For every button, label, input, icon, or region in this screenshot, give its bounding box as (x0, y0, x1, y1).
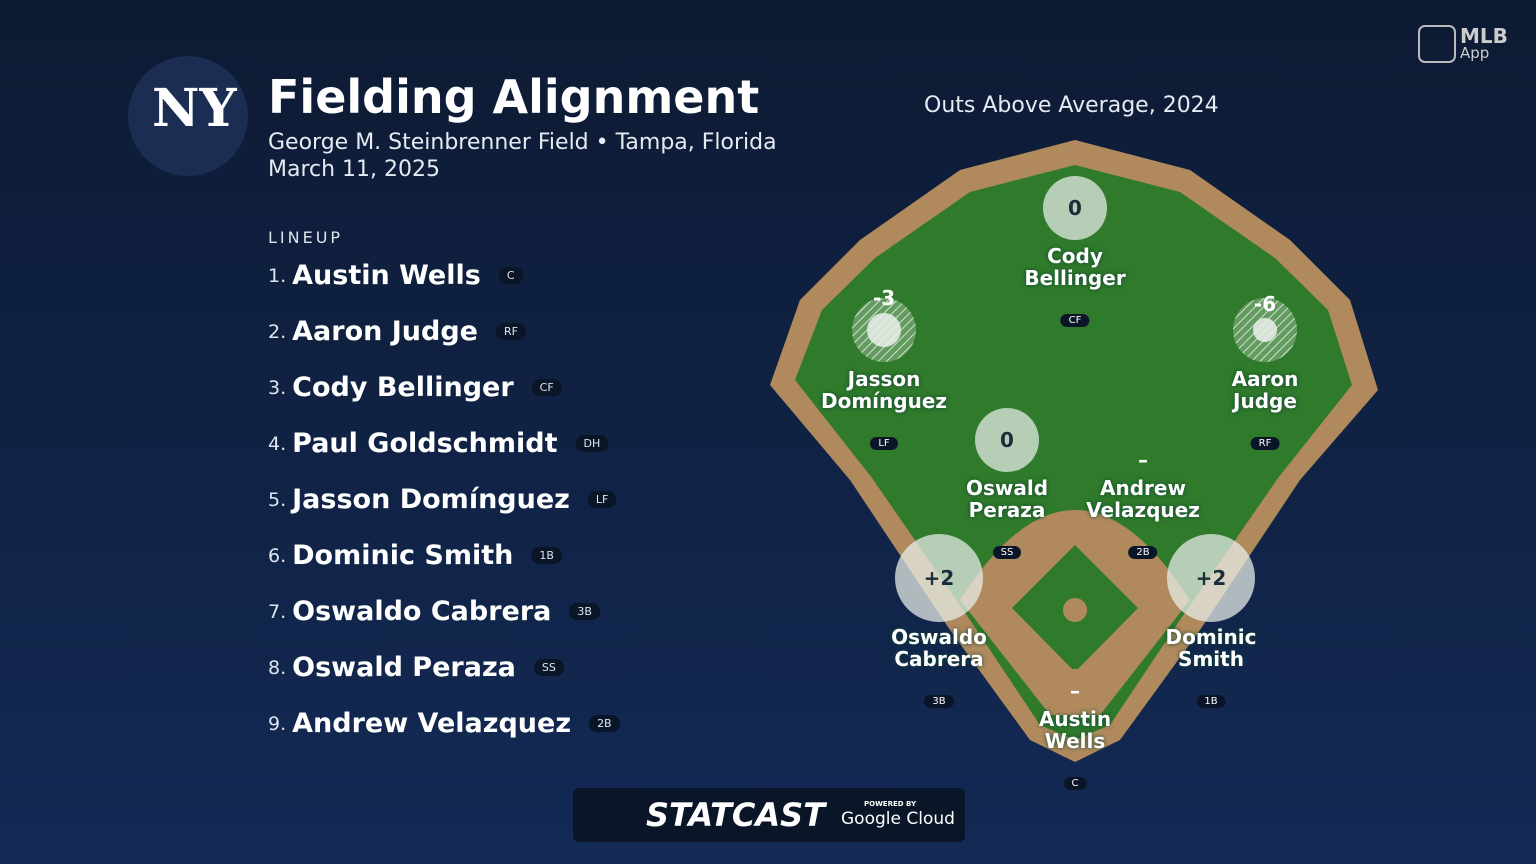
lineup-pos: C (498, 267, 523, 284)
home (1053, 669, 1097, 713)
oaa-value: -3 (873, 286, 895, 310)
mound (1063, 598, 1087, 622)
fielder-label: Jasson Domínguez LF (821, 368, 947, 450)
oaa-value: – (1138, 448, 1148, 472)
oaa-value: 0 (1000, 428, 1014, 452)
lineup-row: 1. Austin Wells C (268, 260, 523, 291)
lineup-num: 7. (268, 600, 287, 623)
footer-box (573, 788, 965, 842)
lineup-num: 5. (268, 488, 287, 511)
fielder-name: Oswald Peraza (965, 476, 1049, 522)
lineup-name: Dominic Smith (292, 540, 514, 571)
fielder-pos: C (1063, 777, 1087, 790)
lineup-row: 7. Oswaldo Cabrera 3B (268, 596, 600, 627)
lineup-pos: 3B (569, 603, 600, 620)
lineup-pos: DH (575, 435, 609, 452)
fielder-name: Andrew Velazquez (1086, 476, 1200, 522)
brand-sub: App (1460, 44, 1490, 62)
oaa-inner (1253, 318, 1277, 342)
fielder-name: Jasson Domínguez (820, 367, 948, 413)
google-cloud: Google Cloud (841, 809, 955, 829)
lineup-row: 6. Dominic Smith 1B (268, 540, 562, 571)
oaa-circle (1043, 176, 1107, 240)
logo: NY (152, 78, 237, 139)
lineup-num: 8. (268, 656, 287, 679)
lineup-name: Paul Goldschmidt (292, 428, 558, 459)
lineup-name: Andrew Velazquez (292, 708, 572, 739)
lineup-num: 6. (268, 544, 287, 567)
lineup-pos: RF (495, 323, 526, 340)
lineup-pos: 2B (589, 715, 620, 732)
lineup-num: 9. (268, 712, 287, 735)
lineup-name: Austin Wells (292, 260, 481, 291)
statcast: STATCAST (646, 796, 826, 834)
lineup-name: Cody Bellinger (292, 372, 514, 403)
lineup-row: 9. Andrew Velazquez 2B (268, 708, 620, 739)
mlb-icon (1418, 25, 1456, 63)
lineup-num: 1. (268, 264, 287, 287)
lineup-row: 3. Cody Bellinger CF (268, 372, 562, 403)
oaa-circle (1167, 534, 1255, 622)
fielder-label: Austin Wells C (1039, 708, 1111, 790)
powered-by: POWERED BY (864, 800, 917, 808)
fielder-label: Cody Bellinger CF (1024, 244, 1126, 327)
lineup-name: Oswaldo Cabrera (292, 596, 552, 627)
field-title: Outs Above Average, 2024 (924, 93, 1219, 118)
lineup-name: Oswald Peraza (292, 652, 516, 683)
lineup-pos: LF (587, 491, 617, 508)
venue: George M. Steinbrenner Field • Tampa, Fl… (268, 130, 777, 155)
lineup-row: 2. Aaron Judge RF (268, 316, 526, 347)
oaa-circle (975, 408, 1039, 472)
field-grass (795, 165, 1352, 740)
fielder-label: Andrew Velazquez 2B (1086, 477, 1200, 559)
oaa-value: -6 (1254, 292, 1276, 316)
fielder-pos: 1B (1196, 695, 1226, 708)
oaa-value: 0 (1068, 196, 1082, 220)
oaa-value: +2 (924, 566, 955, 590)
lineup-row: 4. Paul Goldschmidt DH (268, 428, 609, 459)
fielder-name: Cody Bellinger (1024, 244, 1126, 290)
fielder-label: Oswaldo Cabrera 3B (891, 626, 987, 708)
lineup-name: Aaron Judge (292, 316, 478, 347)
lineup-num: 3. (268, 376, 287, 399)
fielder-name: Aaron Judge (1231, 367, 1299, 413)
fielder-pos: CF (1060, 314, 1090, 327)
oaa-value: – (1070, 679, 1080, 703)
oaa-circle (895, 534, 983, 622)
lineup-num: 2. (268, 320, 287, 343)
lineup-row: 8. Oswald Peraza SS (268, 652, 564, 683)
oaa-inner (867, 313, 901, 347)
fielder-pos: LF (870, 437, 898, 450)
fielder-label: Oswald Peraza SS (966, 477, 1048, 559)
oaa-value: +2 (1196, 566, 1227, 590)
lineup-pos: CF (531, 379, 562, 396)
fielder-name: Austin Wells (1038, 707, 1112, 753)
logo-circle (128, 56, 248, 176)
fielder-label: Dominic Smith 1B (1166, 626, 1257, 708)
lineup-num: 4. (268, 432, 287, 455)
date: March 11, 2025 (268, 157, 441, 182)
lineup-name: Jasson Domínguez (292, 484, 570, 515)
fielder-pos: RF (1250, 437, 1280, 450)
fielder-label: Aaron Judge RF (1231, 367, 1299, 450)
lineup-row: 5. Jasson Domínguez LF (268, 484, 617, 515)
fielder-name: Oswaldo Cabrera (891, 625, 987, 671)
fielder-pos: SS (992, 546, 1022, 559)
brand: MLB (1460, 24, 1508, 48)
fielder-pos: 2B (1128, 546, 1158, 559)
title: Fielding Alignment (268, 70, 760, 124)
lineup-pos: 1B (531, 547, 562, 564)
lineup-heading: LINEUP (268, 228, 344, 247)
lineup-pos: SS (533, 659, 564, 676)
fielder-pos: 3B (924, 695, 954, 708)
fielder-name: Dominic Smith (1165, 625, 1257, 671)
